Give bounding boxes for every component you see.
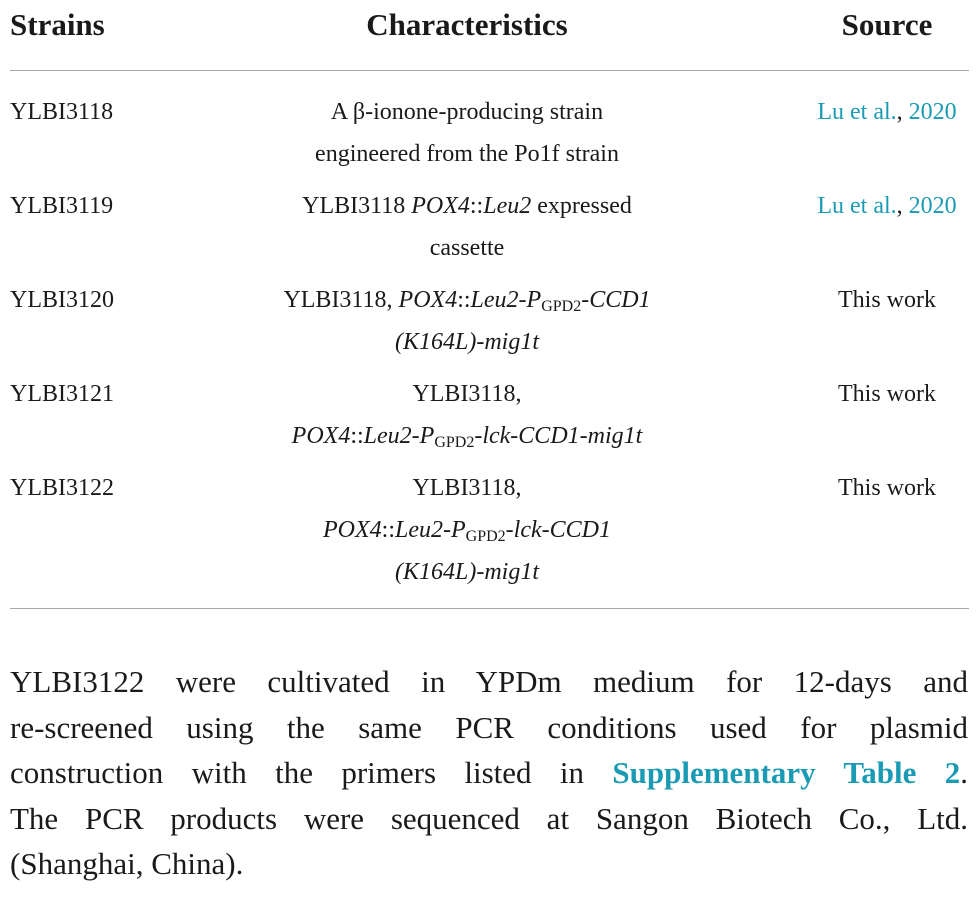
text-run: :: — [469, 193, 484, 219]
text-run: :: — [457, 287, 471, 313]
characteristics-cell: A β-ionone-producing strain engineered fr… — [247, 91, 687, 175]
text-run: YLBI3118 — [302, 193, 412, 219]
text-run: This work — [838, 475, 936, 501]
source-cell: This work — [787, 373, 979, 415]
text-run: POX4 — [411, 193, 470, 219]
text-line: This work — [787, 279, 979, 321]
text-line: This work — [787, 373, 979, 415]
text-run: Leu2-P — [395, 517, 466, 543]
source-cell: Lu et al., 2020 — [787, 91, 979, 133]
text-run: engineered from the Po1f strain — [315, 141, 619, 167]
text-line: The PCR products were sequenced at Sango… — [10, 796, 968, 842]
characteristics-cell: YLBI3118, POX4::Leu2-PGPD2-CCD1(K164L)-m… — [247, 279, 687, 363]
text-line: A β-ionone-producing strain — [247, 91, 687, 133]
text-run: POX4 — [291, 423, 351, 449]
text-line: YLBI3118 POX4::Leu2 expressed — [247, 185, 687, 227]
characteristics-cell: YLBI3118,POX4::Leu2-PGPD2-lck-CCD1-mig1t — [247, 373, 687, 457]
link[interactable]: Lu et al. — [817, 99, 897, 125]
table-body: YLBI3118 A β-ionone-producing strain engin… — [0, 91, 979, 603]
table-row: YLBI3118 A β-ionone-producing strain engin… — [0, 91, 979, 175]
source-cell: Lu et al., 2020 — [787, 185, 979, 227]
link[interactable]: Lu et al. — [817, 193, 897, 219]
text-line: construction with the primers listed in … — [10, 750, 968, 796]
text-line: engineered from the Po1f strain — [247, 133, 687, 175]
table-row: YLBI3120 YLBI3118, POX4::Leu2-PGPD2-CCD1(… — [0, 279, 979, 363]
text-run: YLBI3122 were cultivated in YPDm medium … — [10, 664, 968, 699]
text-run: Leu2-P — [470, 287, 542, 313]
text-run: GPD2 — [465, 528, 506, 545]
text-line: POX4::Leu2-PGPD2-lck-CCD1 — [247, 509, 687, 551]
column-header: Characteristics — [366, 7, 568, 42]
text-run: (K164L)-mig1t — [395, 559, 539, 585]
text-line: Lu et al., 2020 — [787, 91, 979, 133]
text-line: cassette — [247, 227, 687, 269]
strain-cell: YLBI3119 — [10, 193, 114, 219]
text-run: :: — [350, 423, 364, 449]
text-run: YLBI3118, — [283, 287, 399, 313]
text-line: POX4::Leu2-PGPD2-lck-CCD1-mig1t — [247, 415, 687, 457]
table-rule — [10, 608, 969, 609]
text-run: expressed — [531, 193, 632, 219]
strain-cell: YLBI3122 — [10, 475, 114, 501]
text-line: YLBI3122 were cultivated in YPDm medium … — [10, 659, 968, 705]
source-cell: This work — [787, 467, 979, 509]
text-run: re-screened using the same PCR condition… — [10, 709, 968, 745]
table-row: YLBI3122 YLBI3118,POX4::Leu2-PGPD2-lck-CC… — [0, 467, 979, 593]
text-line: re-screened using the same PCR condition… — [10, 705, 968, 751]
text-line: YLBI3118, — [247, 373, 687, 415]
link[interactable]: 2020 — [908, 99, 957, 125]
text-run: POX4 — [398, 287, 458, 313]
text-line: (Shanghai, China). — [10, 841, 968, 887]
link[interactable]: 2020 — [908, 193, 957, 219]
characteristics-cell: YLBI3118,POX4::Leu2-PGPD2-lck-CCD1(K164L… — [247, 467, 687, 593]
text-line: YLBI3118, — [247, 467, 687, 509]
text-line: This work — [787, 467, 979, 509]
text-run: cassette — [429, 235, 505, 261]
column-header: Source — [841, 7, 933, 42]
text-line: Lu et al., 2020 — [787, 185, 979, 227]
text-run: The PCR products were sequenced at Sango… — [10, 800, 968, 836]
text-run: -lck-CCD1 — [505, 517, 611, 543]
link[interactable]: Supplementary Table 2 — [612, 755, 961, 790]
text-run: POX4 — [323, 517, 382, 543]
column-header: Strains — [10, 7, 105, 42]
text-run: (Shanghai, China). — [10, 846, 244, 881]
text-run: -CCD1 — [581, 287, 651, 313]
strain-cell: YLBI3118 — [10, 99, 114, 125]
text-run: YLBI3118, — [412, 475, 522, 501]
text-run: GPD2 — [541, 298, 582, 315]
strain-cell: YLBI3121 — [10, 381, 114, 407]
text-run: . — [960, 755, 968, 790]
text-run: GPD2 — [434, 434, 475, 451]
text-run: Leu2-P — [363, 423, 435, 449]
strain-cell: YLBI3120 — [10, 287, 114, 313]
source-cell: This work — [787, 279, 979, 321]
text-run: (K164L)-mig1t — [395, 329, 539, 355]
text-run: -lck-CCD1-mig1t — [474, 423, 643, 449]
text-line: YLBI3118, POX4::Leu2-PGPD2-CCD1 — [247, 279, 687, 321]
table-row: YLBI3121 YLBI3118,POX4::Leu2-PGPD2-lck-CC… — [0, 373, 979, 457]
text-run: A β-ionone-producing strain — [330, 99, 604, 125]
text-run: This work — [838, 381, 936, 407]
text-line: (K164L)-mig1t — [247, 551, 687, 593]
text-run: YLBI3118, — [412, 381, 522, 407]
text-run: , — [896, 193, 909, 219]
paragraph: YLBI3122 were cultivated in YPDm medium … — [10, 659, 968, 887]
text-run: Leu2 — [483, 193, 532, 219]
text-run: :: — [381, 517, 395, 543]
text-run: construction with the primers listed in — [10, 755, 613, 790]
text-run: This work — [838, 287, 936, 313]
text-line: (K164L)-mig1t — [247, 321, 687, 363]
header-rule — [10, 70, 969, 71]
text-run: , — [896, 99, 909, 125]
